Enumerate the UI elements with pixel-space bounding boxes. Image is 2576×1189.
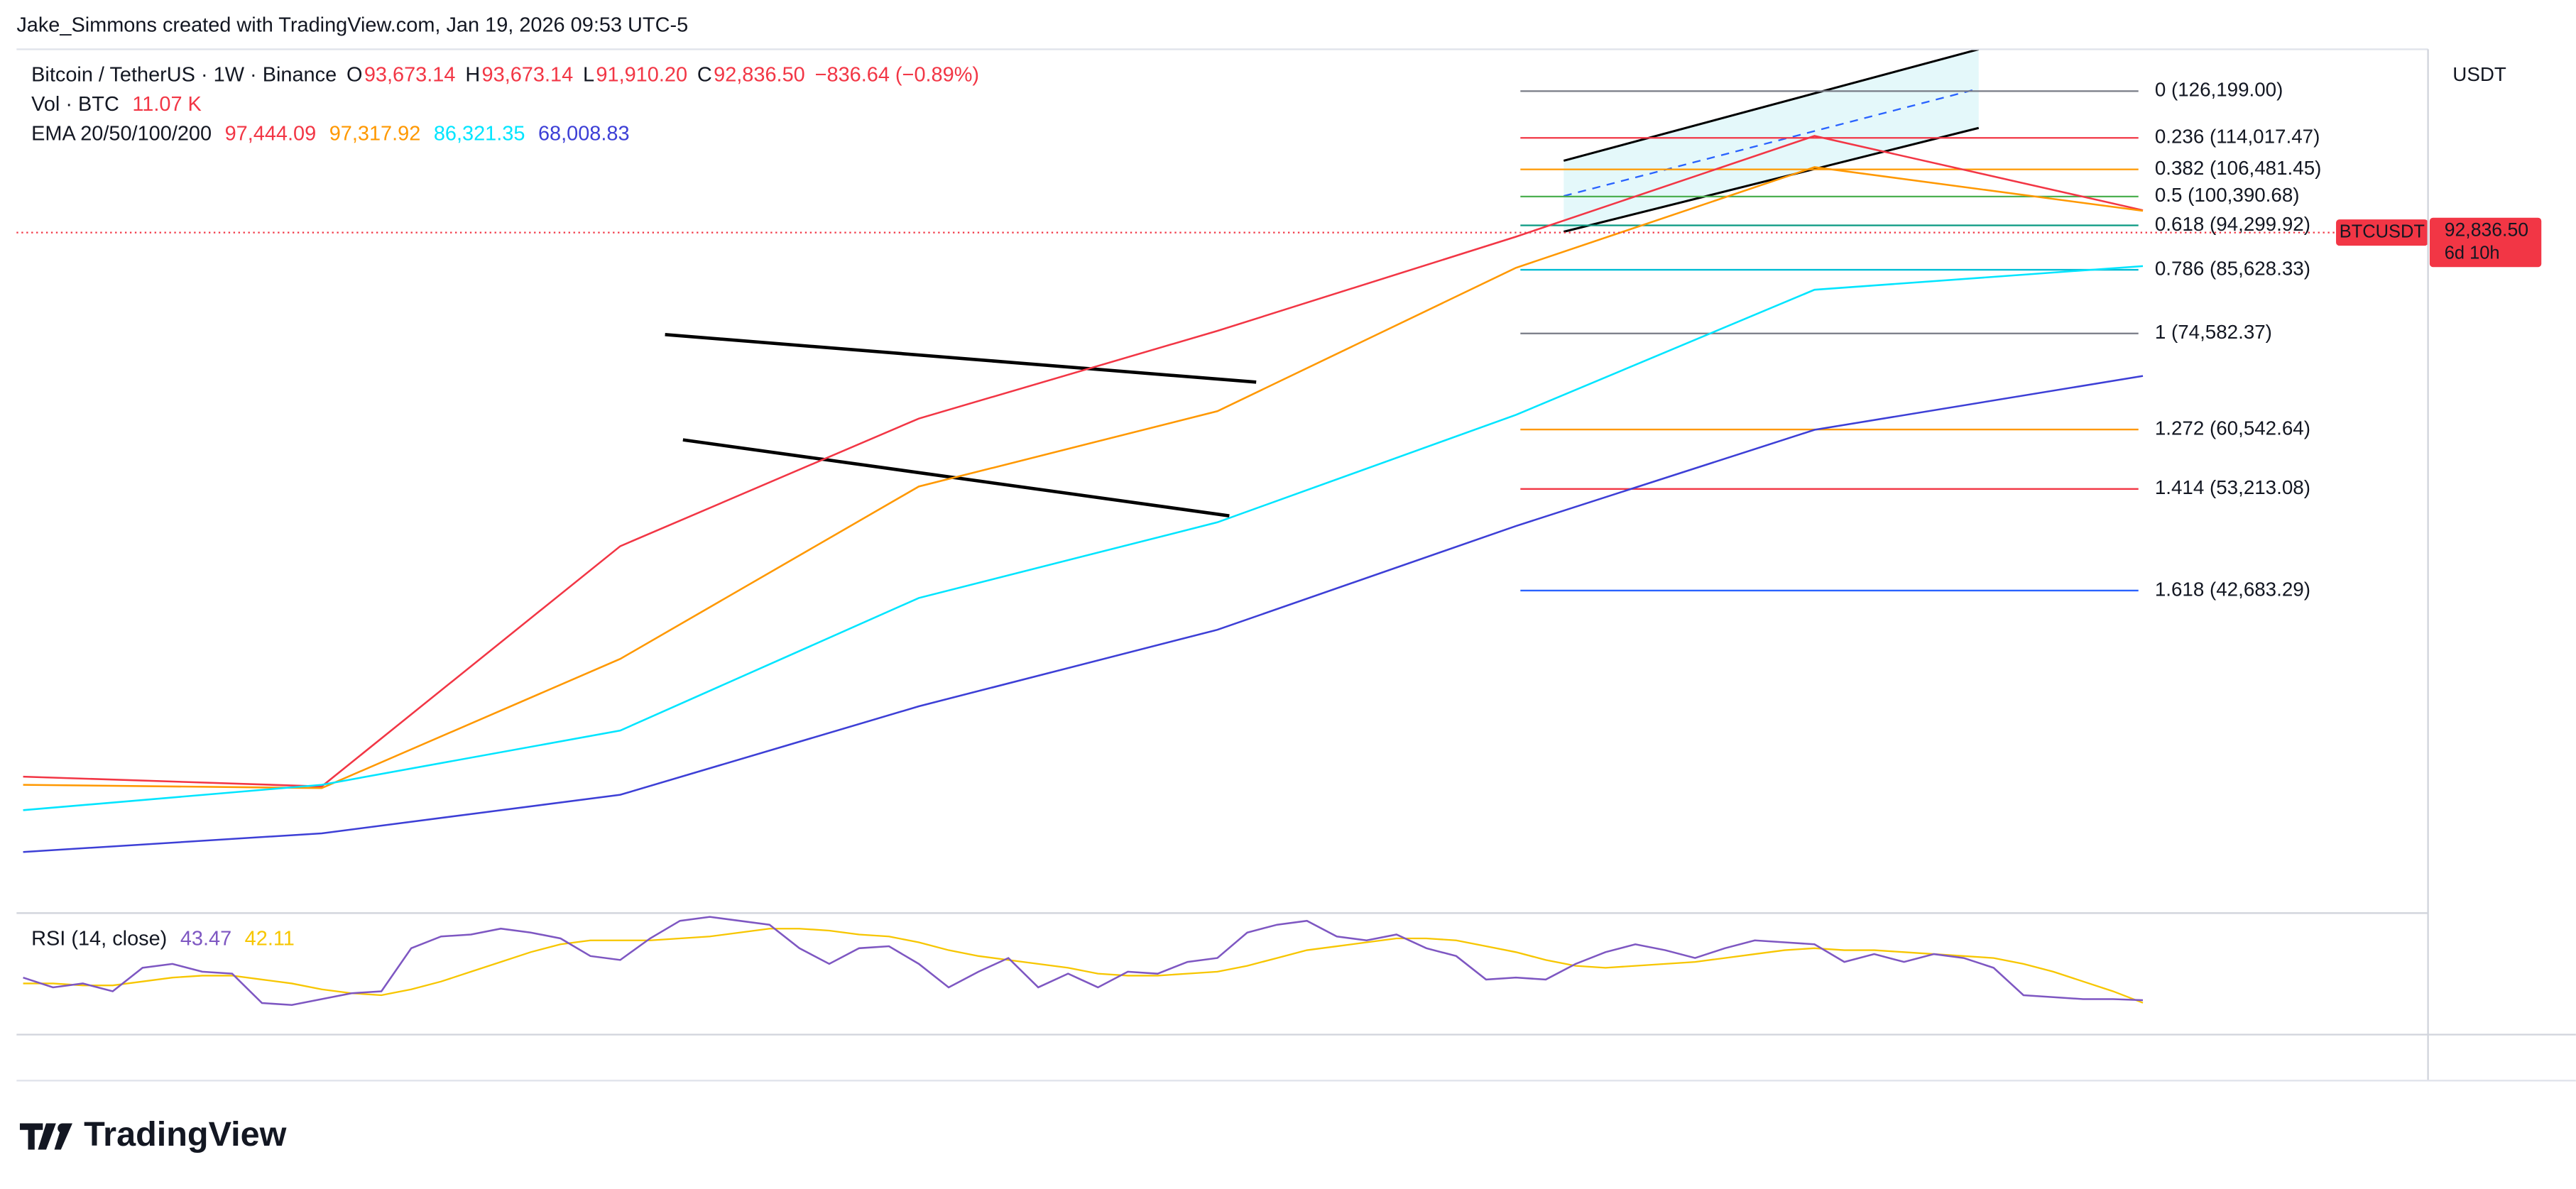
ema-line bbox=[23, 166, 2144, 789]
fib-level-label: 0 (126,199.00) bbox=[2155, 79, 2283, 101]
logo-mark bbox=[54, 1123, 72, 1150]
brand-name: TradingView bbox=[84, 1115, 286, 1154]
trendline bbox=[665, 333, 1257, 384]
change-value: −836.64 (−0.89%) bbox=[815, 63, 979, 86]
fib-level-label: 0.786 (85,628.33) bbox=[2155, 257, 2310, 279]
ema-name: EMA 20/50/100/200 bbox=[31, 122, 212, 145]
brand-logo: TradingView bbox=[19, 1115, 287, 1154]
price-tag bbox=[2429, 217, 2542, 268]
fib-level-label: 1.272 (60,542.64) bbox=[2155, 417, 2310, 439]
ohlc-value: 92,836.50 bbox=[714, 63, 805, 86]
drawings bbox=[23, 49, 2144, 853]
rsi-legend: RSI (14, close) 43.47 42.11 bbox=[31, 927, 295, 950]
rsi-line bbox=[23, 916, 2144, 1007]
symbol-tag bbox=[2336, 219, 2428, 246]
logo-mark bbox=[19, 1123, 56, 1150]
price-tag-countdown: 6d 10h bbox=[2445, 243, 2500, 263]
ohlc-key: L bbox=[583, 63, 594, 86]
fib-level-label: 0.382 (106,481.45) bbox=[2155, 157, 2322, 179]
fib-level-label: 1.618 (42,683.29) bbox=[2155, 578, 2310, 600]
ema-value: 97,444.09 bbox=[225, 122, 317, 145]
ohlc-value: 93,673.14 bbox=[482, 63, 574, 86]
channel-upper bbox=[1563, 49, 1980, 162]
fib-level-label: 0.618 (94,299.92) bbox=[2155, 213, 2310, 235]
volume-name: Vol · BTC bbox=[31, 93, 119, 116]
fib-level-label: 0.5 (100,390.68) bbox=[2155, 184, 2300, 206]
ema-value: 97,317.92 bbox=[329, 122, 421, 145]
ohlc-value: 93,673.14 bbox=[364, 63, 456, 86]
ohlc-key: H bbox=[465, 63, 480, 86]
fib-level-label: 0.236 (114,017.47) bbox=[2155, 126, 2320, 148]
fib-level-label: 1 (74,582.37) bbox=[2155, 321, 2272, 343]
channel-lower bbox=[1563, 126, 1980, 233]
rsi-ma-line bbox=[23, 928, 2144, 1004]
ohlc-key: O bbox=[346, 63, 362, 86]
ohlc-value: 91,910.20 bbox=[596, 63, 687, 86]
ema-line bbox=[23, 265, 2144, 811]
ema-value: 86,321.35 bbox=[434, 122, 525, 145]
rsi-ma-value: 42.11 bbox=[245, 927, 295, 950]
currency-label: USDT bbox=[2452, 63, 2506, 85]
symbol-legend: Bitcoin / TetherUS · 1W · Binance O 93,673… bbox=[31, 63, 979, 86]
rsi-name: RSI (14, close) bbox=[31, 927, 167, 950]
ema-line bbox=[23, 135, 2144, 788]
volume-value: 11.07 K bbox=[132, 93, 202, 116]
ema-legend: EMA 20/50/100/200 97,444.09 97,317.92 86,32… bbox=[31, 122, 629, 145]
price-tag-value: 92,836.50 bbox=[2445, 219, 2528, 240]
symbol-name: Bitcoin / TetherUS · 1W · Binance bbox=[31, 63, 337, 86]
ema-line bbox=[23, 375, 2144, 853]
rsi bbox=[23, 916, 2144, 1007]
volume-legend: Vol · BTC 11.07 K bbox=[31, 93, 202, 116]
ema-value: 68,008.83 bbox=[538, 122, 630, 145]
rsi-value: 43.47 bbox=[180, 927, 231, 950]
channel-middle bbox=[1563, 87, 1980, 197]
ohlc-key: C bbox=[697, 63, 712, 86]
symbol-tag-text: BTCUSDT bbox=[2340, 221, 2425, 241]
fib-level-label: 1.414 (53,213.08) bbox=[2155, 476, 2310, 498]
watermark: Jake_Simmons created with TradingView.co… bbox=[16, 14, 688, 37]
